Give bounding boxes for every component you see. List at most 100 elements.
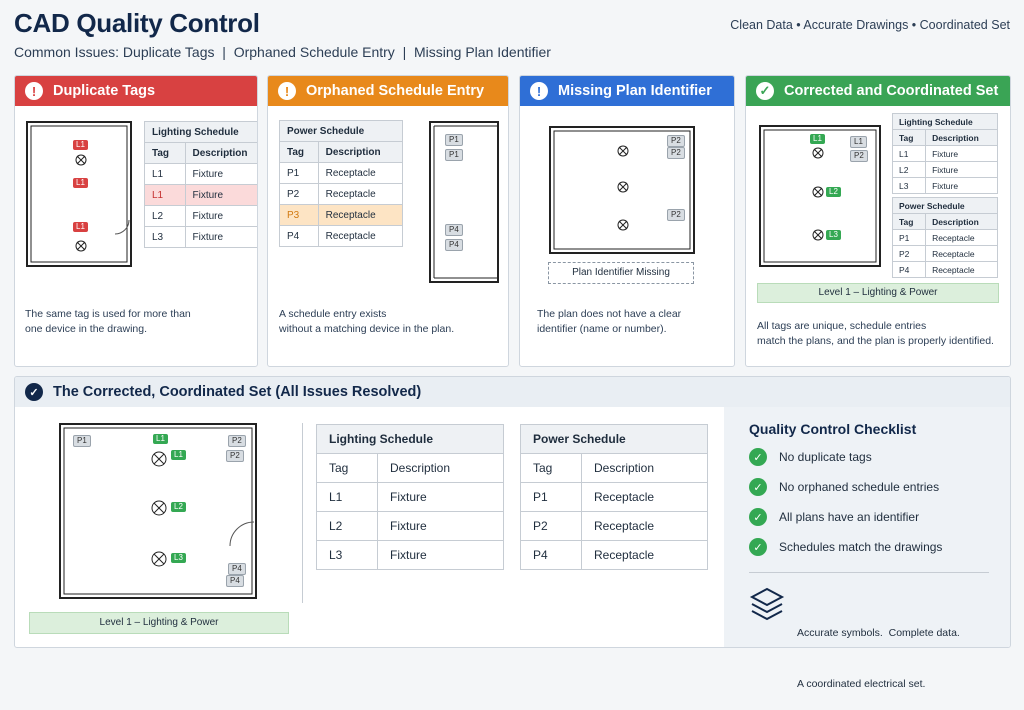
col-header: Description	[184, 142, 257, 164]
col-header: Description	[377, 453, 504, 483]
caption-line: The plan does not have a clear	[537, 308, 682, 320]
cell: P1	[891, 229, 927, 246]
checklist-label: No orphaned schedule entries	[779, 480, 940, 494]
plan-tag: P2	[226, 450, 244, 462]
col-header: Description	[925, 213, 998, 230]
schedule-title: Power Schedule	[892, 197, 998, 214]
table-row: P1 Receptacle	[279, 162, 404, 184]
col-header: Tag	[316, 453, 378, 483]
check-icon: ✓	[749, 478, 767, 496]
table-row: L2 Fixture	[316, 511, 504, 541]
col-header: Description	[317, 141, 404, 163]
table-row: L2 Fixture	[144, 205, 257, 227]
check-icon: ✓	[756, 82, 774, 100]
layers-icon	[749, 587, 785, 621]
cell: P3	[279, 204, 319, 226]
table-row: P2 Receptacle	[520, 511, 708, 541]
check-icon: ✓	[749, 538, 767, 556]
exclamation-icon: !	[530, 82, 548, 100]
panel-caption: All tags are unique, schedule entries ma…	[757, 319, 994, 349]
col-header: Description	[925, 129, 998, 146]
checklist-label: Schedules match the drawings	[779, 540, 943, 554]
check-icon: ✓	[25, 383, 43, 401]
table-row: P1 Receptacle	[891, 229, 998, 246]
col-header: Description	[581, 453, 708, 483]
checklist-panel	[724, 407, 1010, 647]
footer-line: Accurate symbols. Complete data.	[797, 627, 960, 639]
cell: Fixture	[184, 205, 257, 227]
cell: P4	[891, 261, 927, 278]
floor-plan	[26, 121, 132, 267]
caption-line: identifier (name or number).	[537, 323, 667, 335]
footer-line: A coordinated electrical set.	[797, 678, 926, 690]
panel-caption: The same tag is used for more than one d…	[25, 307, 191, 337]
table-row-orphaned: P3 Receptacle	[279, 204, 404, 226]
table-row-error: L1 Fixture	[144, 184, 257, 206]
caption-line: The same tag is used for more than	[25, 308, 191, 320]
floor-plan	[429, 121, 499, 283]
tagline: Clean Data • Accurate Drawings • Coordin…	[730, 18, 1010, 32]
table-row: L3 Fixture	[316, 540, 504, 570]
cell: Fixture	[184, 163, 257, 185]
level-label: Level 1 – Lighting & Power	[29, 612, 289, 634]
cell: Receptacle	[925, 261, 998, 278]
table-row: P1 Receptacle	[520, 482, 708, 512]
plan-tag: L1	[73, 140, 88, 150]
plan-tag: L1	[73, 178, 88, 188]
cell: Receptacle	[317, 183, 404, 205]
col-header: Tag	[891, 213, 927, 230]
missing-identifier-label: Plan Identifier Missing	[548, 262, 694, 284]
panel-missing-identifier: ! Missing Plan Identifier P2 P2 P2 Plan …	[519, 75, 735, 367]
plan-tag: P2	[667, 147, 685, 159]
table-row: P4 Receptacle	[891, 261, 998, 278]
level-label: Level 1 – Lighting & Power	[757, 283, 999, 303]
footer-note: Accurate symbols. Complete data. A coord…	[797, 591, 960, 710]
cell: Receptacle	[581, 540, 708, 570]
schedule-title: Lighting Schedule	[892, 113, 998, 130]
cell: Fixture	[377, 540, 504, 570]
divider	[749, 572, 989, 573]
plan-tag: L1	[850, 136, 867, 148]
cell: L1	[144, 184, 186, 206]
panel-header: ✓ Corrected and Coordinated Set	[746, 76, 1010, 106]
page-title: CAD Quality Control	[14, 8, 260, 38]
plan-tag: P2	[667, 209, 685, 221]
cell: P2	[891, 245, 927, 262]
cell: Fixture	[925, 161, 998, 178]
cell: Receptacle	[925, 229, 998, 246]
exclamation-icon: !	[25, 82, 43, 100]
cell: Fixture	[925, 177, 998, 194]
panel-header: ! Orphaned Schedule Entry	[268, 76, 508, 106]
schedule-title: Power Schedule	[520, 424, 708, 454]
cell: P1	[279, 162, 319, 184]
cell: Receptacle	[581, 511, 708, 541]
panel-title: Corrected and Coordinated Set	[784, 83, 999, 99]
cell: Receptacle	[317, 225, 404, 247]
panel-header: ! Missing Plan Identifier	[520, 76, 734, 106]
page-subtitle: Common Issues: Duplicate Tags | Orphaned…	[14, 44, 551, 60]
plan-tag: P1	[445, 149, 463, 161]
plan-tag: P1	[445, 134, 463, 146]
checklist-item: ✓ All plans have an identifier	[749, 508, 919, 526]
checklist-title: Quality Control Checklist	[749, 421, 917, 437]
checklist-item: ✓ Schedules match the drawings	[749, 538, 942, 556]
cell: Fixture	[184, 226, 257, 248]
caption-line: one device in the drawing.	[25, 323, 147, 335]
table-row: L3 Fixture	[891, 177, 998, 194]
lighting-schedule-table: Lighting Schedule Tag Description L1 Fixtu…	[316, 424, 504, 570]
cell: L1	[891, 145, 927, 162]
table-row: P4 Receptacle	[279, 225, 404, 247]
plan-tag: L1	[153, 434, 168, 444]
check-icon: ✓	[749, 448, 767, 466]
cell: L3	[891, 177, 927, 194]
cell: P4	[520, 540, 582, 570]
cell: P2	[279, 183, 319, 205]
cell: L3	[144, 226, 186, 248]
panel-title: Duplicate Tags	[53, 83, 156, 99]
cell: L2	[144, 205, 186, 227]
cell: Fixture	[184, 184, 257, 206]
panel-duplicate-tags: ! Duplicate Tags L1 L1 L1 Lighting Sched…	[14, 75, 258, 367]
plan-tag: P2	[850, 150, 868, 162]
check-icon: ✓	[749, 508, 767, 526]
schedule-title: Power Schedule	[279, 120, 403, 142]
